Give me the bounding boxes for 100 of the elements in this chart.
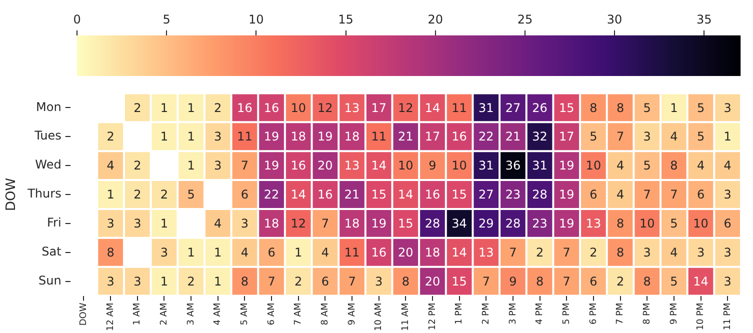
data-label: 2 [616, 274, 624, 288]
data-label: 23 [505, 188, 521, 202]
data-label: 19 [371, 216, 386, 231]
data-label: 16 [290, 158, 306, 173]
data-label: 28 [532, 188, 548, 202]
data-label: 23 [532, 216, 548, 231]
data-label: 1 [187, 100, 195, 115]
x-tick-label: 5 AM [240, 302, 250, 326]
data-label: 29 [478, 216, 494, 231]
data-label: 21 [505, 130, 521, 144]
data-label: 1 [670, 100, 678, 115]
x-tick-label: 7 PM [616, 302, 626, 325]
data-label: 14 [290, 188, 306, 202]
data-label: 3 [134, 216, 142, 231]
data-label: 31 [532, 158, 548, 173]
data-label: 16 [371, 245, 386, 260]
data-label: 1 [160, 130, 168, 144]
data-label: 2 [106, 130, 114, 144]
data-label: 31 [478, 100, 494, 115]
x-tick-label: 8 AM [320, 302, 331, 326]
data-label: 8 [643, 274, 651, 288]
data-label: 15 [371, 188, 386, 202]
data-label: 6 [590, 188, 598, 202]
data-label: 13 [478, 245, 494, 260]
data-label: 19 [318, 130, 333, 144]
data-label: 7 [562, 274, 570, 288]
data-label: 22 [478, 130, 494, 144]
data-label: 4 [724, 158, 732, 173]
x-tick-label: 11 AM [401, 302, 412, 332]
data-label: 17 [558, 130, 574, 144]
data-label: 2 [536, 245, 544, 260]
data-label: 10 [586, 158, 602, 173]
data-label: 2 [590, 245, 598, 260]
data-label: 10 [290, 100, 306, 115]
data-label: 7 [509, 245, 517, 260]
data-label: 13 [344, 100, 360, 115]
data-label: 14 [398, 188, 414, 202]
data-label: 28 [505, 216, 521, 231]
data-label: 15 [398, 216, 414, 231]
data-label: 16 [237, 100, 252, 115]
data-label: 12 [318, 100, 333, 115]
data-label: 1 [294, 245, 302, 260]
data-label: 5 [670, 216, 678, 231]
data-label: 10 [639, 216, 655, 231]
data-label: 20 [424, 274, 440, 288]
data-label: 20 [398, 245, 414, 260]
data-label: 1 [187, 245, 195, 260]
x-tick-label: 10 AM [374, 302, 384, 332]
data-label: 4 [616, 188, 624, 202]
data-label: 8 [240, 274, 249, 288]
data-label: 16 [318, 188, 333, 202]
y-tick-label: Sun [38, 273, 62, 288]
x-tick-label: 2 PM [481, 302, 492, 325]
data-label: 1 [106, 188, 114, 202]
data-label: 4 [240, 245, 249, 260]
data-label: 15 [452, 188, 467, 202]
data-label: 17 [424, 130, 440, 144]
x-tick-label: 7 AM [294, 302, 304, 326]
data-label: 3 [724, 100, 732, 115]
data-label: 6 [724, 216, 732, 231]
color-bar-label: 25 [517, 12, 533, 26]
data-label: 5 [590, 130, 598, 144]
data-label: 18 [264, 216, 280, 231]
color-bar-label: 20 [428, 12, 444, 26]
data-label: 9 [509, 274, 517, 288]
color-bar-label: 35 [696, 12, 712, 26]
data-label: 16 [424, 188, 440, 202]
x-tick-label: 5 PM [562, 302, 572, 325]
data-label: 4 [670, 245, 678, 260]
x-tick-label: 4 AM [213, 302, 224, 326]
data-label: 3 [240, 216, 249, 231]
data-label: 28 [424, 216, 440, 231]
x-tick-label: 11 PM [722, 302, 733, 330]
data-label: 2 [294, 274, 302, 288]
data-label: 7 [240, 158, 249, 173]
data-label: 4 [321, 245, 330, 260]
data-label: 7 [321, 216, 330, 231]
x-tick-label: 10 PM [696, 302, 706, 330]
data-label: 16 [264, 100, 280, 115]
data-label: 5 [670, 274, 678, 288]
data-label: 16 [452, 130, 467, 144]
data-label: 3 [643, 130, 651, 144]
data-label: 9 [428, 158, 436, 173]
data-label: 1 [214, 245, 222, 260]
data-label: 3 [214, 130, 222, 144]
data-label: 3 [375, 274, 383, 288]
data-label: 5 [696, 100, 705, 115]
data-label: 4 [616, 158, 624, 173]
data-label: 1 [214, 274, 222, 288]
data-label: 3 [724, 274, 732, 288]
data-label: 7 [562, 245, 570, 260]
data-label: 3 [106, 274, 114, 288]
data-label: 5 [643, 158, 651, 173]
data-label: 4 [214, 216, 222, 231]
data-label: 1 [160, 216, 168, 231]
data-label: 3 [106, 216, 114, 231]
data-label: 6 [240, 188, 249, 202]
data-label: 15 [558, 100, 574, 115]
data-label: 2 [187, 274, 195, 288]
data-label: 20 [318, 158, 333, 173]
